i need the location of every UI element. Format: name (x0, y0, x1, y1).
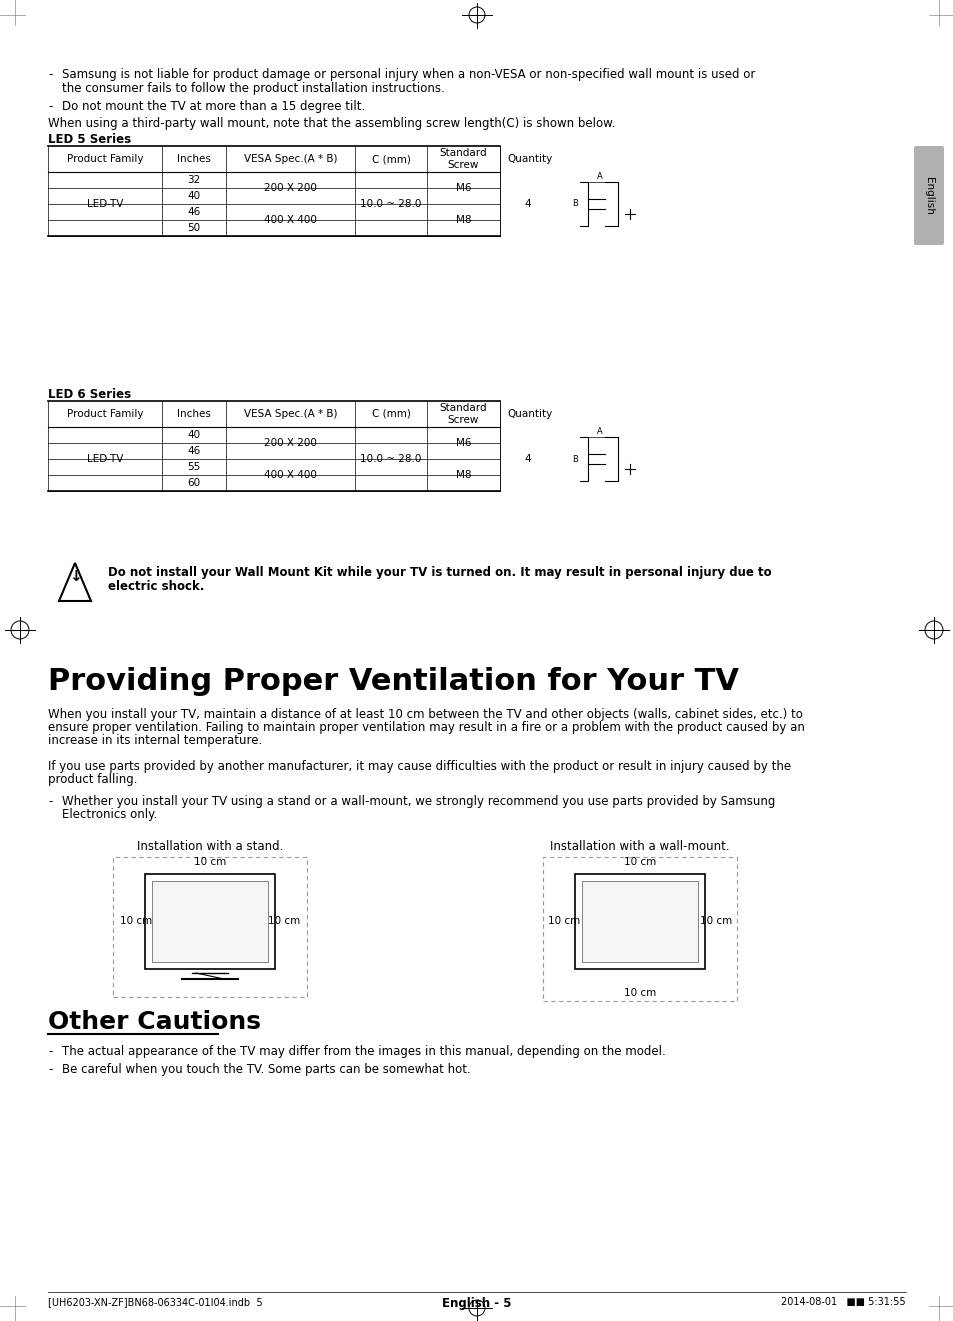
Text: 50: 50 (187, 223, 200, 232)
Text: 10 cm: 10 cm (623, 988, 656, 997)
Text: product falling.: product falling. (48, 773, 137, 786)
Text: C (mm): C (mm) (371, 155, 410, 164)
Circle shape (619, 458, 639, 480)
Text: Samsung is not liable for product damage or personal injury when a non-VESA or n: Samsung is not liable for product damage… (62, 67, 755, 81)
Bar (581, 881, 698, 962)
Text: 200 X 200: 200 X 200 (264, 439, 316, 448)
Text: 46: 46 (187, 446, 200, 456)
Text: -: - (48, 1045, 52, 1058)
Text: When you install your TV, maintain a distance of at least 10 cm between the TV a: When you install your TV, maintain a dis… (48, 708, 802, 721)
Text: the consumer fails to follow the product installation instructions.: the consumer fails to follow the product… (62, 82, 444, 95)
Text: A: A (597, 172, 602, 181)
Bar (112, 857, 307, 997)
Text: Be careful when you touch the TV. Some parts can be somewhat hot.: Be careful when you touch the TV. Some p… (62, 1063, 470, 1077)
Text: increase in its internal temperature.: increase in its internal temperature. (48, 734, 262, 746)
Text: -: - (48, 67, 52, 81)
Text: Product Family: Product Family (67, 155, 143, 164)
Text: Standard
Screw: Standard Screw (439, 403, 487, 425)
Text: Do not install your Wall Mount Kit while your TV is turned on. It may result in : Do not install your Wall Mount Kit while… (108, 565, 771, 579)
Text: The actual appearance of the TV may differ from the images in this manual, depen: The actual appearance of the TV may diff… (62, 1045, 665, 1058)
Text: 10.0 ~ 28.0: 10.0 ~ 28.0 (360, 199, 421, 209)
Text: English: English (923, 177, 933, 214)
Text: 10 cm: 10 cm (193, 857, 226, 867)
Text: English - 5: English - 5 (442, 1297, 511, 1310)
Text: M8: M8 (456, 215, 471, 225)
Text: -: - (48, 795, 52, 808)
Text: Quantity: Quantity (507, 155, 552, 164)
Text: 60: 60 (187, 478, 200, 487)
Text: 400 X 400: 400 X 400 (264, 215, 316, 225)
Text: 200 X 200: 200 X 200 (264, 184, 316, 193)
Text: Electronics only.: Electronics only. (62, 808, 157, 820)
Text: ensure proper ventilation. Failing to maintain proper ventilation may result in : ensure proper ventilation. Failing to ma… (48, 721, 804, 734)
Text: Installation with a wall-mount.: Installation with a wall-mount. (550, 840, 729, 853)
Text: B: B (572, 199, 578, 209)
Text: VESA Spec.(A * B): VESA Spec.(A * B) (244, 410, 337, 419)
Text: M8: M8 (456, 470, 471, 480)
Bar (542, 857, 737, 1001)
Text: Quantity: Quantity (507, 410, 552, 419)
Text: Providing Proper Ventilation for Your TV: Providing Proper Ventilation for Your TV (48, 667, 739, 696)
Text: 400 X 400: 400 X 400 (264, 470, 316, 480)
Text: 4: 4 (523, 199, 530, 209)
Text: A: A (597, 427, 602, 436)
Text: M6: M6 (456, 184, 471, 193)
Text: B: B (572, 454, 578, 464)
Text: 55: 55 (187, 462, 200, 472)
Text: 32: 32 (187, 174, 200, 185)
Text: 40: 40 (187, 192, 200, 201)
Text: Do not mount the TV at more than a 15 degree tilt.: Do not mount the TV at more than a 15 de… (62, 100, 365, 114)
Bar (145, 875, 274, 970)
Text: [UH6203-XN-ZF]BN68-06334C-01I04.indb  5: [UH6203-XN-ZF]BN68-06334C-01I04.indb 5 (48, 1297, 262, 1306)
Text: LED-TV: LED-TV (87, 199, 123, 209)
Text: electric shock.: electric shock. (108, 580, 204, 593)
Text: -: - (48, 100, 52, 114)
Text: 2014-08-01   ■■ 5:31:55: 2014-08-01 ■■ 5:31:55 (781, 1297, 905, 1306)
FancyBboxPatch shape (913, 147, 943, 244)
Text: 10 cm: 10 cm (120, 917, 152, 926)
Text: 10 cm: 10 cm (699, 917, 731, 926)
Text: Standard
Screw: Standard Screw (439, 148, 487, 170)
Text: 10 cm: 10 cm (623, 857, 656, 867)
Text: VESA Spec.(A * B): VESA Spec.(A * B) (244, 155, 337, 164)
Text: 46: 46 (187, 207, 200, 217)
Text: Inches: Inches (177, 155, 211, 164)
Text: -: - (48, 1063, 52, 1077)
Text: Product Family: Product Family (67, 410, 143, 419)
Text: If you use parts provided by another manufacturer, it may cause difficulties wit: If you use parts provided by another man… (48, 760, 790, 773)
Bar (152, 881, 268, 962)
Text: 4: 4 (523, 454, 530, 464)
Text: Other Cautions: Other Cautions (48, 1011, 261, 1034)
Text: When using a third-party wall mount, note that the assembling screw length(C) is: When using a third-party wall mount, not… (48, 118, 615, 129)
Circle shape (619, 203, 639, 225)
Text: 40: 40 (187, 431, 200, 440)
Text: Installation with a stand.: Installation with a stand. (136, 840, 283, 853)
Text: Inches: Inches (177, 410, 211, 419)
Text: LED 6 Series: LED 6 Series (48, 388, 131, 402)
Text: LED 5 Series: LED 5 Series (48, 133, 131, 147)
Text: M6: M6 (456, 439, 471, 448)
Text: C (mm): C (mm) (371, 410, 410, 419)
Text: 10 cm: 10 cm (547, 917, 579, 926)
Text: ↓: ↓ (69, 569, 81, 584)
Text: 10.0 ~ 28.0: 10.0 ~ 28.0 (360, 454, 421, 464)
Text: 10 cm: 10 cm (268, 917, 299, 926)
Bar (575, 875, 704, 970)
Text: Whether you install your TV using a stand or a wall-mount, we strongly recommend: Whether you install your TV using a stan… (62, 795, 775, 808)
Text: LED-TV: LED-TV (87, 454, 123, 464)
